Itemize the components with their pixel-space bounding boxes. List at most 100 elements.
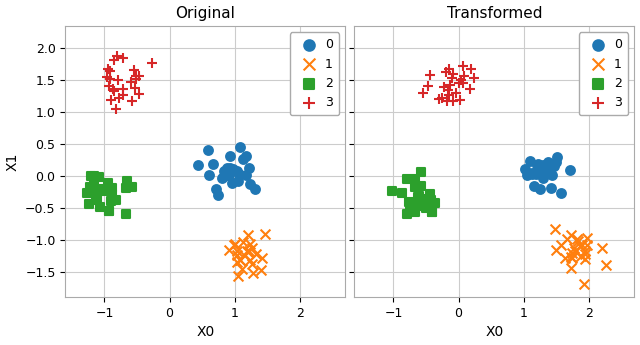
0 bbox=[543, 159, 554, 165]
2 bbox=[403, 176, 413, 182]
2 bbox=[84, 184, 95, 190]
1 bbox=[580, 249, 590, 254]
0 bbox=[564, 167, 575, 173]
3 bbox=[458, 63, 468, 68]
2 bbox=[421, 206, 431, 211]
0 bbox=[218, 174, 228, 179]
3 bbox=[438, 84, 449, 90]
0 bbox=[527, 171, 537, 176]
1 bbox=[566, 266, 576, 271]
1 bbox=[582, 242, 592, 247]
2 bbox=[110, 197, 120, 203]
1 bbox=[243, 249, 253, 255]
1 bbox=[230, 241, 240, 246]
3 bbox=[114, 95, 124, 100]
1 bbox=[245, 242, 255, 247]
2 bbox=[426, 209, 436, 215]
3 bbox=[109, 58, 120, 63]
2 bbox=[84, 201, 94, 206]
0 bbox=[532, 162, 542, 167]
2 bbox=[413, 194, 424, 199]
3 bbox=[417, 90, 428, 96]
2 bbox=[121, 185, 131, 190]
2 bbox=[94, 174, 104, 180]
1 bbox=[233, 273, 243, 278]
Y-axis label: X1: X1 bbox=[6, 152, 20, 171]
1 bbox=[566, 232, 576, 238]
3 bbox=[456, 77, 467, 83]
0 bbox=[552, 154, 562, 160]
1 bbox=[573, 238, 583, 244]
2 bbox=[416, 203, 426, 209]
2 bbox=[430, 201, 440, 206]
0 bbox=[529, 184, 539, 189]
1 bbox=[570, 249, 580, 254]
1 bbox=[577, 243, 588, 248]
3 bbox=[106, 97, 116, 102]
3 bbox=[444, 92, 454, 97]
1 bbox=[572, 237, 582, 242]
3 bbox=[455, 97, 465, 103]
1 bbox=[235, 257, 245, 263]
1 bbox=[556, 243, 566, 248]
1 bbox=[251, 252, 261, 257]
0 bbox=[527, 171, 538, 177]
3 bbox=[445, 82, 455, 88]
1 bbox=[244, 257, 255, 263]
2 bbox=[413, 194, 424, 200]
2 bbox=[95, 204, 105, 209]
1 bbox=[260, 231, 270, 237]
3 bbox=[443, 87, 453, 92]
2 bbox=[424, 191, 435, 197]
0 bbox=[534, 169, 544, 175]
0 bbox=[541, 168, 552, 174]
0 bbox=[225, 166, 235, 171]
3 bbox=[103, 67, 113, 72]
3 bbox=[437, 96, 447, 101]
Legend: 0, 1, 2, 3: 0, 1, 2, 3 bbox=[579, 32, 628, 115]
2 bbox=[106, 185, 116, 190]
3 bbox=[111, 106, 121, 111]
1 bbox=[570, 246, 580, 251]
0 bbox=[193, 162, 204, 168]
2 bbox=[127, 185, 138, 190]
1 bbox=[551, 248, 561, 253]
0 bbox=[232, 169, 242, 174]
0 bbox=[211, 186, 221, 192]
2 bbox=[404, 199, 414, 205]
0 bbox=[531, 169, 541, 175]
3 bbox=[465, 86, 475, 92]
0 bbox=[538, 175, 548, 181]
0 bbox=[233, 178, 243, 184]
3 bbox=[131, 73, 141, 79]
1 bbox=[582, 235, 592, 240]
1 bbox=[560, 256, 570, 261]
0 bbox=[536, 170, 547, 176]
2 bbox=[91, 197, 101, 203]
1 bbox=[232, 259, 243, 265]
0 bbox=[534, 186, 545, 191]
0 bbox=[525, 158, 535, 163]
2 bbox=[107, 191, 117, 196]
1 bbox=[244, 248, 254, 254]
2 bbox=[410, 185, 420, 190]
3 bbox=[118, 56, 128, 61]
1 bbox=[247, 245, 257, 250]
2 bbox=[404, 204, 415, 209]
1 bbox=[239, 252, 249, 258]
3 bbox=[130, 86, 140, 91]
0 bbox=[556, 190, 566, 196]
1 bbox=[567, 250, 577, 256]
3 bbox=[458, 81, 468, 86]
3 bbox=[118, 92, 129, 98]
0 bbox=[219, 168, 229, 174]
2 bbox=[86, 173, 96, 179]
0 bbox=[217, 175, 227, 180]
0 bbox=[540, 164, 550, 170]
2 bbox=[410, 209, 420, 215]
2 bbox=[101, 188, 111, 194]
3 bbox=[106, 69, 116, 74]
1 bbox=[601, 262, 611, 267]
3 bbox=[108, 86, 118, 92]
1 bbox=[238, 239, 248, 244]
